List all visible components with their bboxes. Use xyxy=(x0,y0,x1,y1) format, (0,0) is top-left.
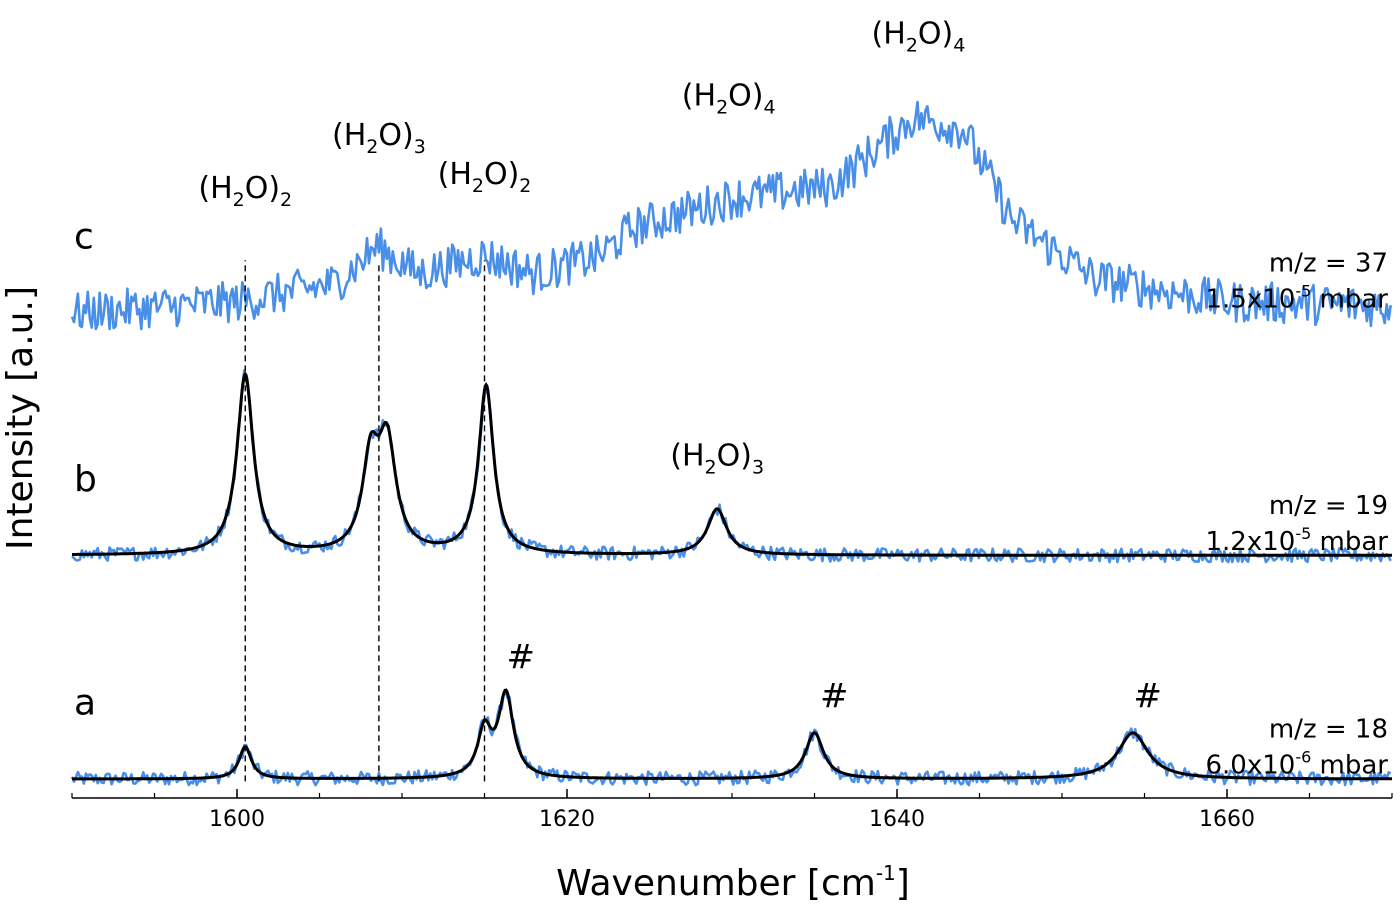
curves-layer xyxy=(70,100,1392,787)
x-tick-label: 1600 xyxy=(209,807,265,832)
species-label: (H2O)4 xyxy=(682,79,776,119)
mz-label-b: m/z = 19 xyxy=(1269,491,1388,521)
pressure-label-c: 1.5x10-5 mbar xyxy=(1206,282,1389,315)
x-tick-label: 1620 xyxy=(539,807,595,832)
species-label: (H2O)2 xyxy=(198,171,292,211)
panel-label-a: a xyxy=(74,683,96,724)
data-trace-a xyxy=(70,690,1392,787)
labels-layer: Intensity [a.u.] Wavenumber [cm-1] a m/z … xyxy=(0,16,1388,904)
mz-label-a: m/z = 18 xyxy=(1269,715,1388,745)
pressure-label-a: 6.0x10-6 mbar xyxy=(1206,748,1389,781)
panel-label-c: c xyxy=(74,217,94,258)
pressure-label-b: 1.2x10-5 mbar xyxy=(1206,524,1389,557)
guide-lines-layer xyxy=(244,260,486,782)
data-trace-c xyxy=(70,100,1392,331)
x-axis-label: Wavenumber [cm-1] xyxy=(556,861,910,904)
hash-marker: # xyxy=(507,637,536,677)
species-label: (H2O)4 xyxy=(872,16,966,56)
hash-marker: # xyxy=(1134,677,1163,717)
fit-curve-b xyxy=(72,371,1392,557)
x-tick-label: 1640 xyxy=(869,807,925,832)
x-axis: 1600 1620 1640 1660 xyxy=(71,789,1393,832)
y-axis-label: Intensity [a.u.] xyxy=(0,286,41,550)
x-tick-label: 1660 xyxy=(1199,807,1255,832)
hash-marker: # xyxy=(820,677,849,717)
species-label: (H2O)2 xyxy=(438,157,532,197)
fit-curve-a xyxy=(72,688,1392,781)
panel-label-b: b xyxy=(74,459,97,500)
species-label: (H2O)3 xyxy=(332,118,426,158)
species-label: (H2O)3 xyxy=(670,438,764,478)
mz-label-c: m/z = 37 xyxy=(1269,249,1388,279)
